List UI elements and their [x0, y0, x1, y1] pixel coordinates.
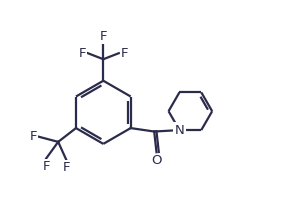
Text: O: O [151, 154, 162, 167]
Text: F: F [120, 47, 128, 60]
Text: F: F [30, 130, 37, 143]
Text: F: F [100, 30, 107, 43]
Text: F: F [42, 160, 50, 173]
Text: F: F [79, 47, 86, 60]
Text: F: F [63, 161, 70, 174]
Text: N: N [174, 124, 184, 137]
